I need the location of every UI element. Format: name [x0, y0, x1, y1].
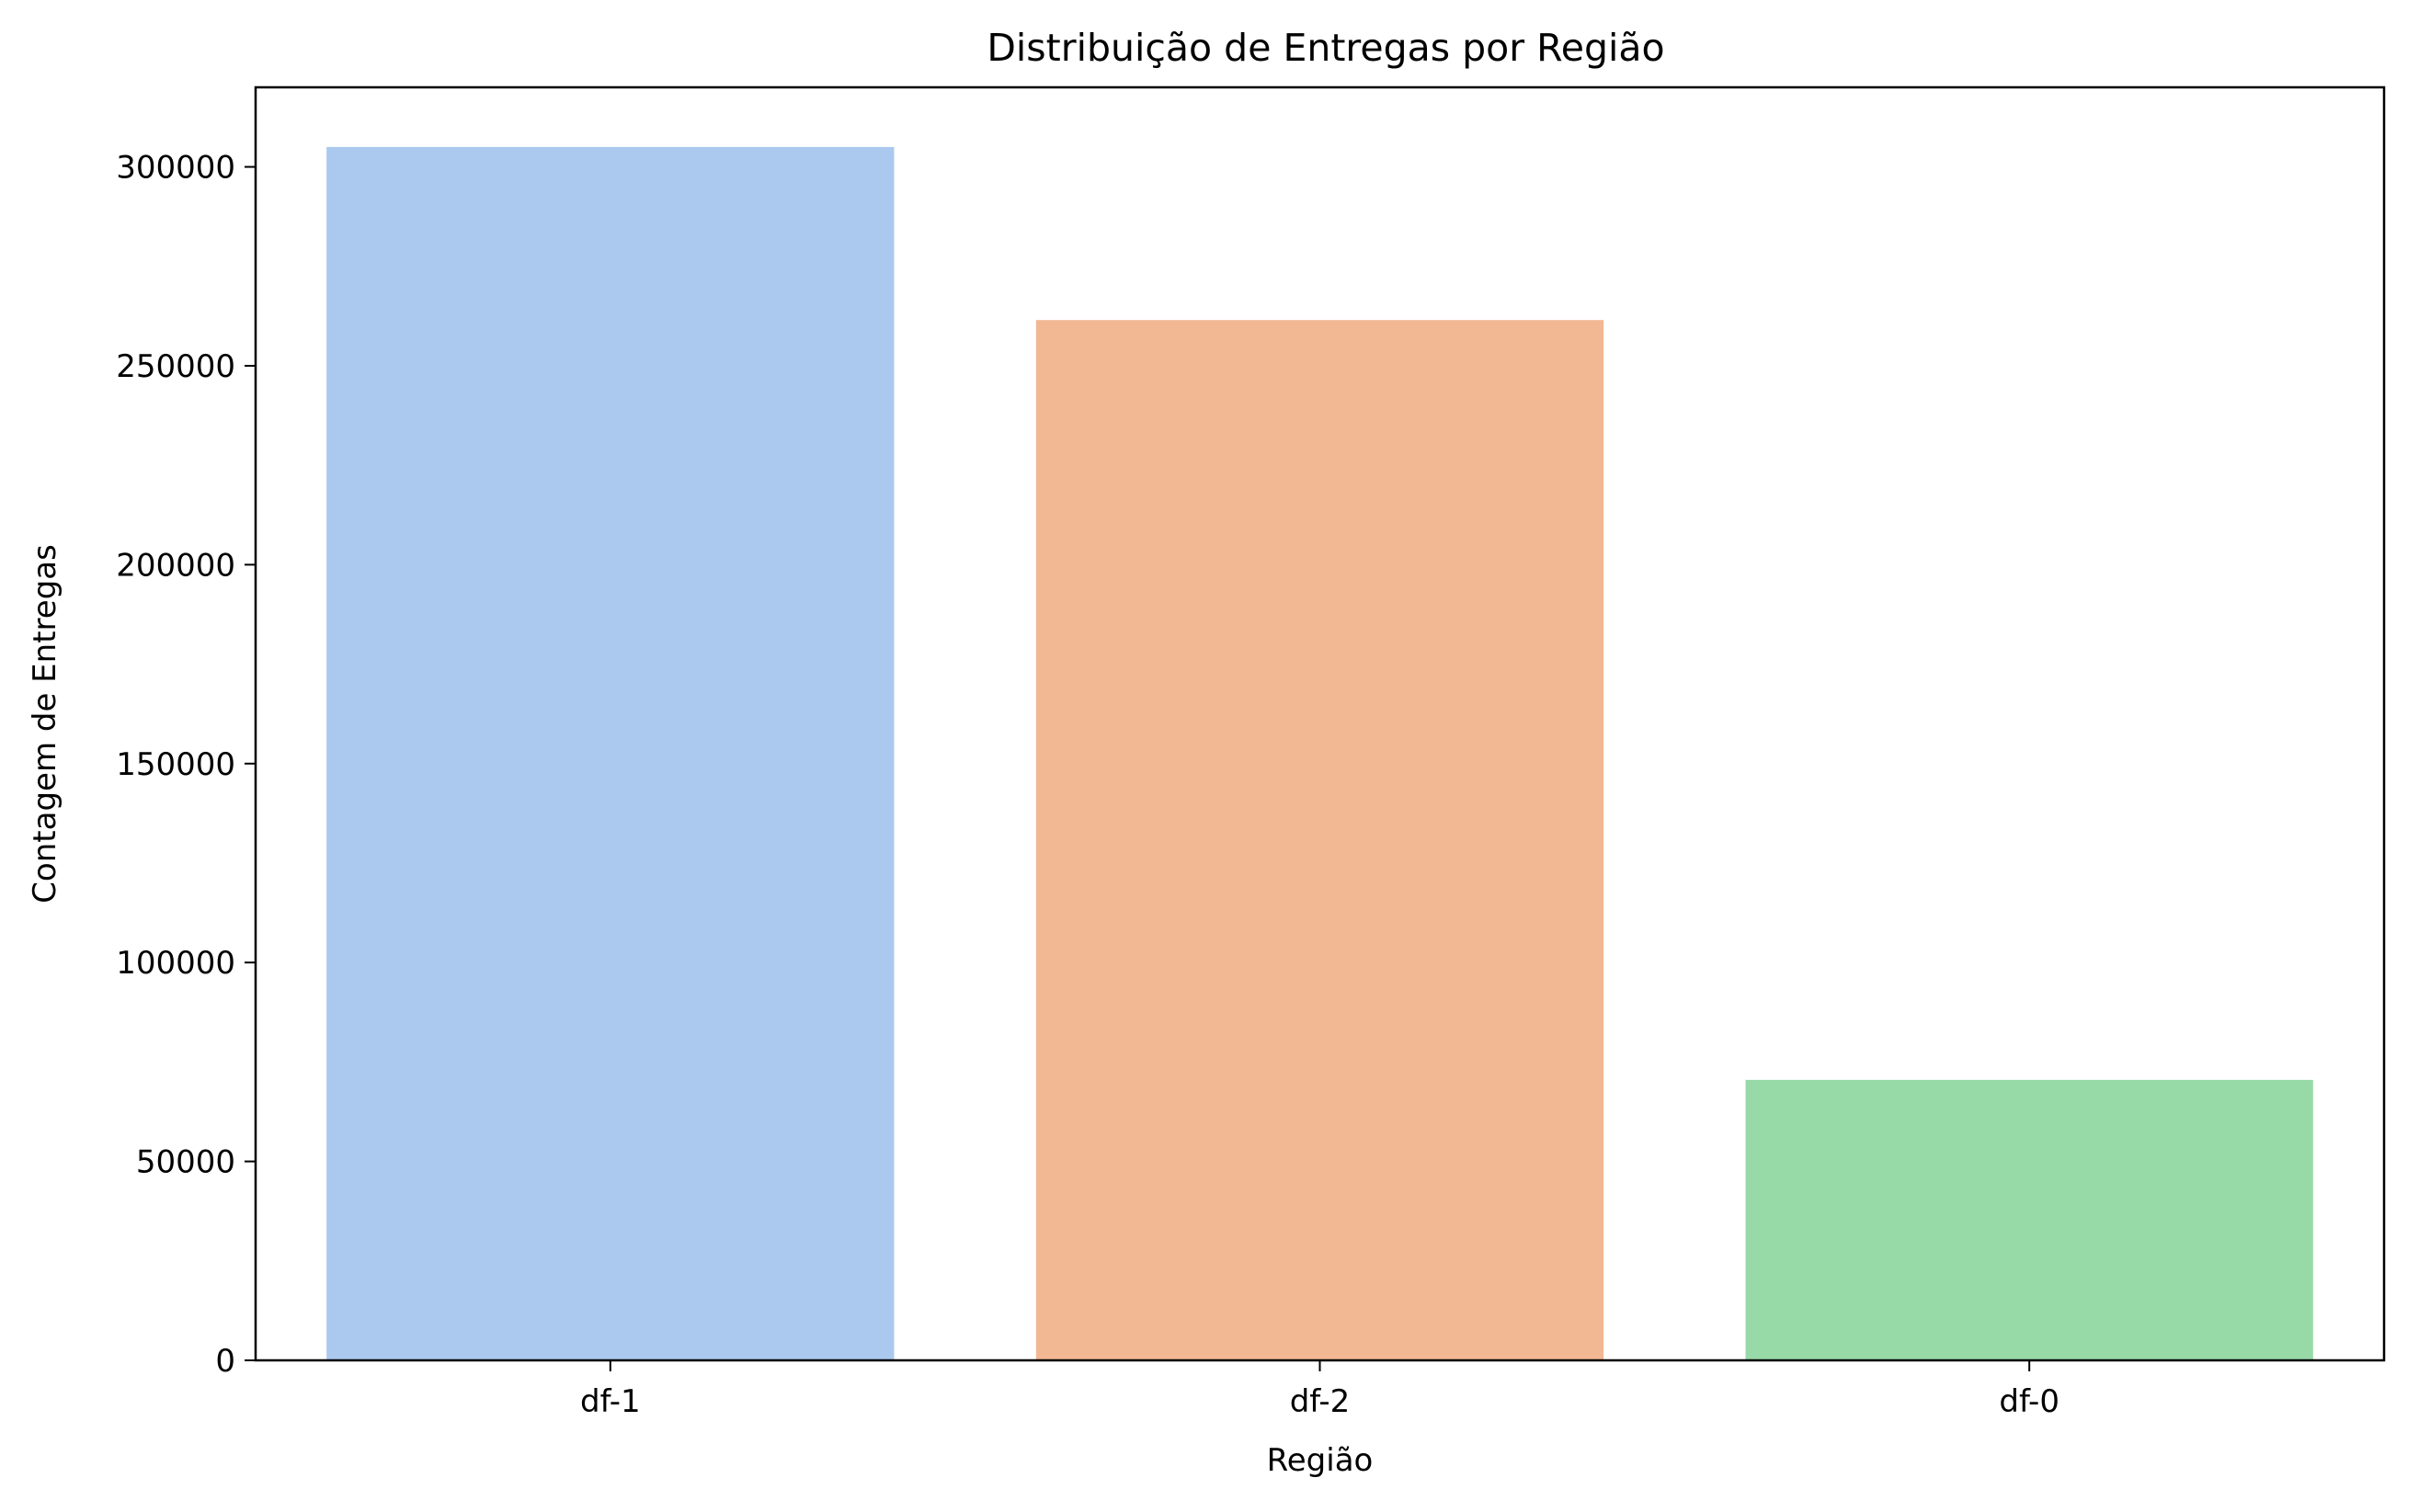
bar-df-0: [1745, 1079, 2313, 1360]
y-tick-label: 150000: [116, 746, 235, 783]
y-tick-label: 300000: [116, 150, 235, 187]
y-tick-label: 50000: [136, 1144, 235, 1181]
y-tick-label: 200000: [116, 547, 235, 584]
bar-df-2: [1035, 320, 1604, 1360]
bar-df-1: [326, 146, 895, 1360]
chart-title: Distribuição de Entregas por Região: [987, 26, 1664, 70]
y-axis-label: Contagem de Entregas: [27, 544, 63, 904]
x-tick-label: df-0: [1999, 1383, 2060, 1420]
plot-frame: [254, 85, 2386, 1362]
x-axis-label: Região: [1267, 1442, 1374, 1479]
x-tick-label: df-1: [580, 1383, 641, 1420]
y-tick-label: 100000: [116, 945, 235, 982]
y-axis-ticks: 0 50000 100000 150000 200000 250000 300000: [116, 150, 256, 1380]
y-tick-label: 250000: [116, 348, 235, 385]
y-tick-label: 0: [215, 1343, 235, 1380]
x-axis-ticks: df-1 df-2 df-0: [580, 1360, 2060, 1420]
x-tick-label: df-2: [1290, 1383, 1351, 1420]
bars-group: [326, 146, 2313, 1360]
